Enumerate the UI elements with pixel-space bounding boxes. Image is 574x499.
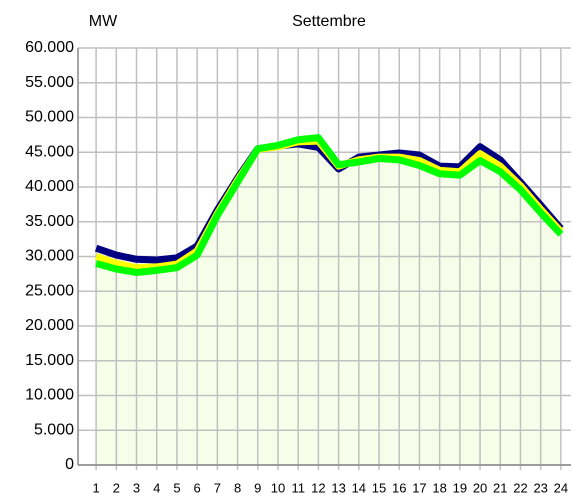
x-tick-label: 14 [352,480,366,495]
x-tick-label: 6 [194,480,201,495]
x-tick-label: 4 [153,480,160,495]
x-tick-label: 16 [392,480,406,495]
x-tick-label: 22 [513,480,527,495]
x-tick-label: 5 [173,480,180,495]
y-tick-label: 60.000 [25,39,74,56]
x-tick-label: 17 [412,480,426,495]
y-tick-label: 10.000 [25,387,74,404]
x-tick-label: 7 [214,480,221,495]
chart-title: Settembre [292,13,366,30]
area [96,143,561,465]
x-tick-label: 23 [533,480,547,495]
x-tick-label: 3 [133,480,140,495]
x-tick-label: 12 [311,480,325,495]
y-tick-label: 25.000 [25,282,74,299]
y-tick-label: 55.000 [25,74,74,91]
x-tick-label: 2 [113,480,120,495]
x-tick-label: 15 [372,480,386,495]
x-tick-label: 19 [453,480,467,495]
x-tick-label: 24 [554,480,568,495]
x-tick-label: 13 [331,480,345,495]
y-tick-label: 35.000 [25,213,74,230]
y-tick-label: 50.000 [25,109,74,126]
x-tick-label: 18 [432,480,446,495]
x-tick-label: 11 [291,480,305,495]
y-tick-label: 20.000 [25,317,74,334]
y-axis-label: MW [89,13,118,30]
y-tick-label: 15.000 [25,352,74,369]
y-tick-label: 40.000 [25,178,74,195]
x-tick-label: 8 [234,480,241,495]
y-tick-label: 30.000 [25,248,74,265]
y-tick-label: 5.000 [34,421,74,438]
y-tick-label: 45.000 [25,143,74,160]
x-tick-label: 10 [271,480,285,495]
x-tick-label: 1 [92,480,99,495]
x-tick-label: 20 [473,480,487,495]
x-tick-label: 9 [254,480,261,495]
y-tick-label: 0 [65,456,74,473]
series-line [95,134,564,276]
x-tick-label: 21 [493,480,507,495]
